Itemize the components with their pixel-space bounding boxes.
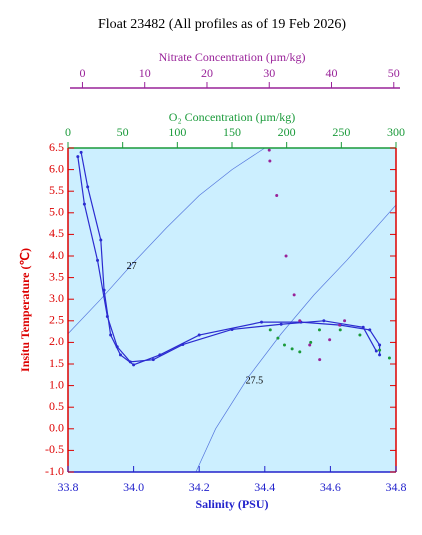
- data-point: [86, 185, 90, 189]
- data-point: [284, 254, 288, 258]
- y-tick-label: 3.0: [49, 291, 64, 305]
- data-point: [197, 333, 201, 337]
- y-tick-label: 4.0: [49, 248, 64, 262]
- y-tick-label: 1.5: [49, 356, 64, 370]
- x-tick-label: 33.8: [58, 480, 79, 494]
- y-tick-label: 4.5: [49, 226, 64, 240]
- data-point: [276, 336, 280, 340]
- data-point: [76, 155, 80, 159]
- y-tick-label: 5.0: [49, 205, 64, 219]
- y-axis-label: Insitu Temperature (℃): [18, 248, 32, 372]
- nitrate-tick-label: 50: [388, 66, 400, 80]
- data-point: [118, 353, 122, 357]
- x-tick-label: 34.0: [123, 480, 144, 494]
- data-point: [275, 194, 279, 198]
- data-point: [82, 202, 86, 206]
- x-tick-label: 34.2: [189, 480, 210, 494]
- data-point: [181, 343, 185, 347]
- data-point: [338, 323, 342, 327]
- y-tick-label: 6.5: [49, 140, 64, 154]
- data-point: [308, 343, 312, 347]
- data-point: [292, 293, 296, 297]
- nitrate-tick-label: 20: [201, 66, 213, 80]
- o2-tick-label: 250: [332, 125, 350, 139]
- y-tick-label: -0.5: [45, 442, 64, 456]
- data-point: [361, 325, 365, 329]
- data-point: [378, 343, 382, 347]
- o2-tick-label: 100: [168, 125, 186, 139]
- data-point: [151, 358, 155, 362]
- data-point: [358, 333, 362, 337]
- data-point: [109, 333, 113, 337]
- data-point: [378, 353, 382, 357]
- o2-tick-label: 50: [117, 125, 129, 139]
- y-tick-label: 2.5: [49, 313, 64, 327]
- data-point: [268, 328, 272, 332]
- data-point: [115, 345, 119, 349]
- data-point: [96, 258, 100, 262]
- nitrate-tick-label: 10: [139, 66, 151, 80]
- nitrate-tick-label: 40: [326, 66, 338, 80]
- data-point: [368, 328, 372, 332]
- data-point: [267, 148, 271, 152]
- data-point: [99, 238, 103, 242]
- y-tick-label: 5.5: [49, 183, 64, 197]
- data-point: [328, 338, 332, 342]
- data-point: [322, 319, 326, 323]
- y-tick-label: 0.0: [49, 421, 64, 435]
- x-axis-label: Salinity (PSU): [195, 497, 268, 511]
- o2-tick-label: 300: [387, 125, 405, 139]
- o2-tick-label: 200: [278, 125, 296, 139]
- data-point: [298, 319, 302, 323]
- o2-axis-label: O₂ Concentration (µm/kg): [169, 110, 295, 124]
- data-point: [309, 340, 313, 344]
- data-point: [260, 320, 264, 324]
- nitrate-axis-label: Nitrate Concentration (µm/kg): [159, 50, 306, 64]
- chart-title: Float 23482 (All profiles as of 19 Feb 2…: [98, 17, 346, 32]
- x-tick-label: 34.6: [320, 480, 341, 494]
- data-point: [378, 348, 382, 352]
- data-point: [317, 328, 321, 332]
- y-tick-label: -1.0: [45, 464, 64, 478]
- data-point: [132, 363, 136, 367]
- isopycnal-label: 27: [127, 261, 137, 272]
- isopycnal-label: 27.5: [246, 375, 264, 386]
- data-point: [387, 356, 391, 360]
- data-point: [343, 319, 347, 323]
- data-point: [338, 328, 342, 332]
- data-point: [318, 358, 322, 362]
- o2-tick-label: 0: [65, 125, 71, 139]
- y-tick-label: 0.5: [49, 399, 64, 413]
- data-point: [128, 360, 132, 364]
- nitrate-tick-label: 0: [79, 66, 85, 80]
- data-point: [105, 314, 109, 318]
- x-tick-label: 34.4: [254, 480, 275, 494]
- x-tick-label: 34.8: [386, 480, 407, 494]
- data-point: [268, 159, 272, 163]
- data-point: [79, 150, 83, 154]
- y-tick-label: 2.0: [49, 334, 64, 348]
- y-tick-label: 1.0: [49, 377, 64, 391]
- data-point: [230, 327, 234, 331]
- data-point: [298, 350, 302, 354]
- data-point: [290, 347, 294, 351]
- y-tick-label: 6.0: [49, 161, 64, 175]
- data-point: [279, 322, 283, 326]
- y-tick-label: 3.5: [49, 269, 64, 283]
- nitrate-tick-label: 30: [263, 66, 275, 80]
- plot-background: [68, 148, 396, 472]
- isopycnal: [67, 147, 265, 335]
- data-point: [282, 343, 286, 347]
- isopycnal: [195, 204, 397, 473]
- o2-tick-label: 150: [223, 125, 241, 139]
- data-point: [374, 349, 378, 353]
